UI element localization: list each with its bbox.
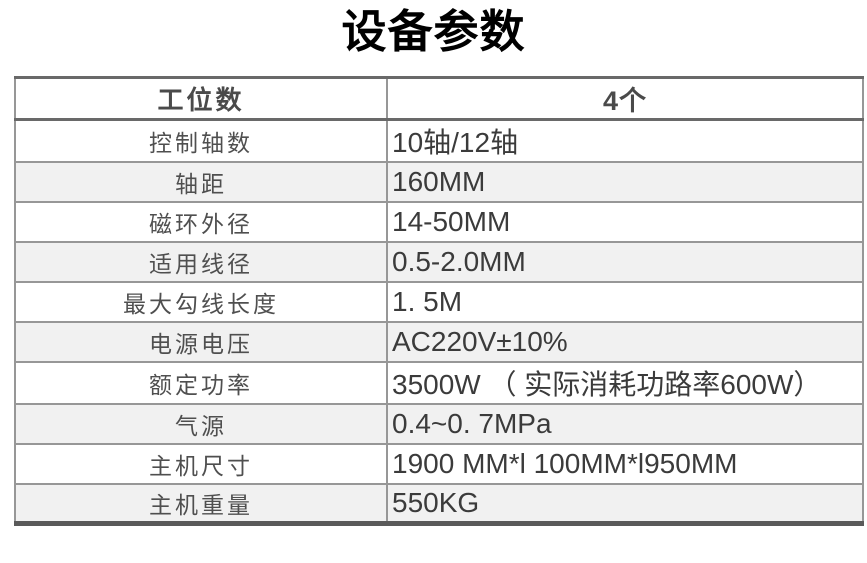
table-row: 最大勾线长度 1. 5M <box>14 280 864 323</box>
header-value-cell: 4个 <box>386 76 864 121</box>
spec-value: 1. 5M <box>386 280 864 323</box>
spec-label: 主机重量 <box>14 482 388 525</box>
table-row: 气源 0.4~0. 7MPa <box>14 402 864 445</box>
header-label-cell: 工位数 <box>14 76 388 121</box>
spec-value: 550KG <box>386 482 864 525</box>
spec-value: 3500W （ 实际消耗功路率600W） <box>386 360 864 405</box>
spec-label: 轴距 <box>14 160 388 203</box>
page-title: 设备参数 <box>341 6 526 57</box>
spec-table: 工位数 4个 控制轴数 10轴/12轴 轴距 160MM 磁环外径 14-50M… <box>14 75 864 527</box>
table-row: 额定功率 3500W （ 实际消耗功路率600W） <box>14 360 864 405</box>
spec-label: 磁环外径 <box>14 200 388 243</box>
spec-label: 电源电压 <box>14 320 388 363</box>
spec-label: 最大勾线长度 <box>14 280 388 323</box>
spec-label: 额定功率 <box>14 360 388 405</box>
spec-label: 气源 <box>14 402 388 445</box>
spec-value: AC220V±10% <box>386 320 864 363</box>
spec-value: 0.5-2.0MM <box>386 240 864 283</box>
spec-value: 0.4~0. 7MPa <box>386 402 864 445</box>
table-row: 适用线径 0.5-2.0MM <box>14 240 864 283</box>
spec-label: 主机尺寸 <box>14 442 388 485</box>
table-row: 主机尺寸 1900 MM*l 100MM*l950MM <box>14 442 864 485</box>
table-row: 轴距 160MM <box>14 160 864 203</box>
spec-value: 10轴/12轴 <box>386 118 864 163</box>
spec-label: 控制轴数 <box>14 118 388 163</box>
table-row: 电源电压 AC220V±10% <box>14 320 864 363</box>
spec-label: 适用线径 <box>14 240 388 283</box>
table-row: 磁环外径 14-50MM <box>14 200 864 243</box>
spec-value: 160MM <box>386 160 864 203</box>
table-row: 主机重量 550KG <box>14 482 864 525</box>
spec-value: 14-50MM <box>386 200 864 243</box>
table-header-row: 工位数 4个 <box>14 76 864 121</box>
table-row: 控制轴数 10轴/12轴 <box>14 118 864 163</box>
spec-value: 1900 MM*l 100MM*l950MM <box>386 442 864 485</box>
